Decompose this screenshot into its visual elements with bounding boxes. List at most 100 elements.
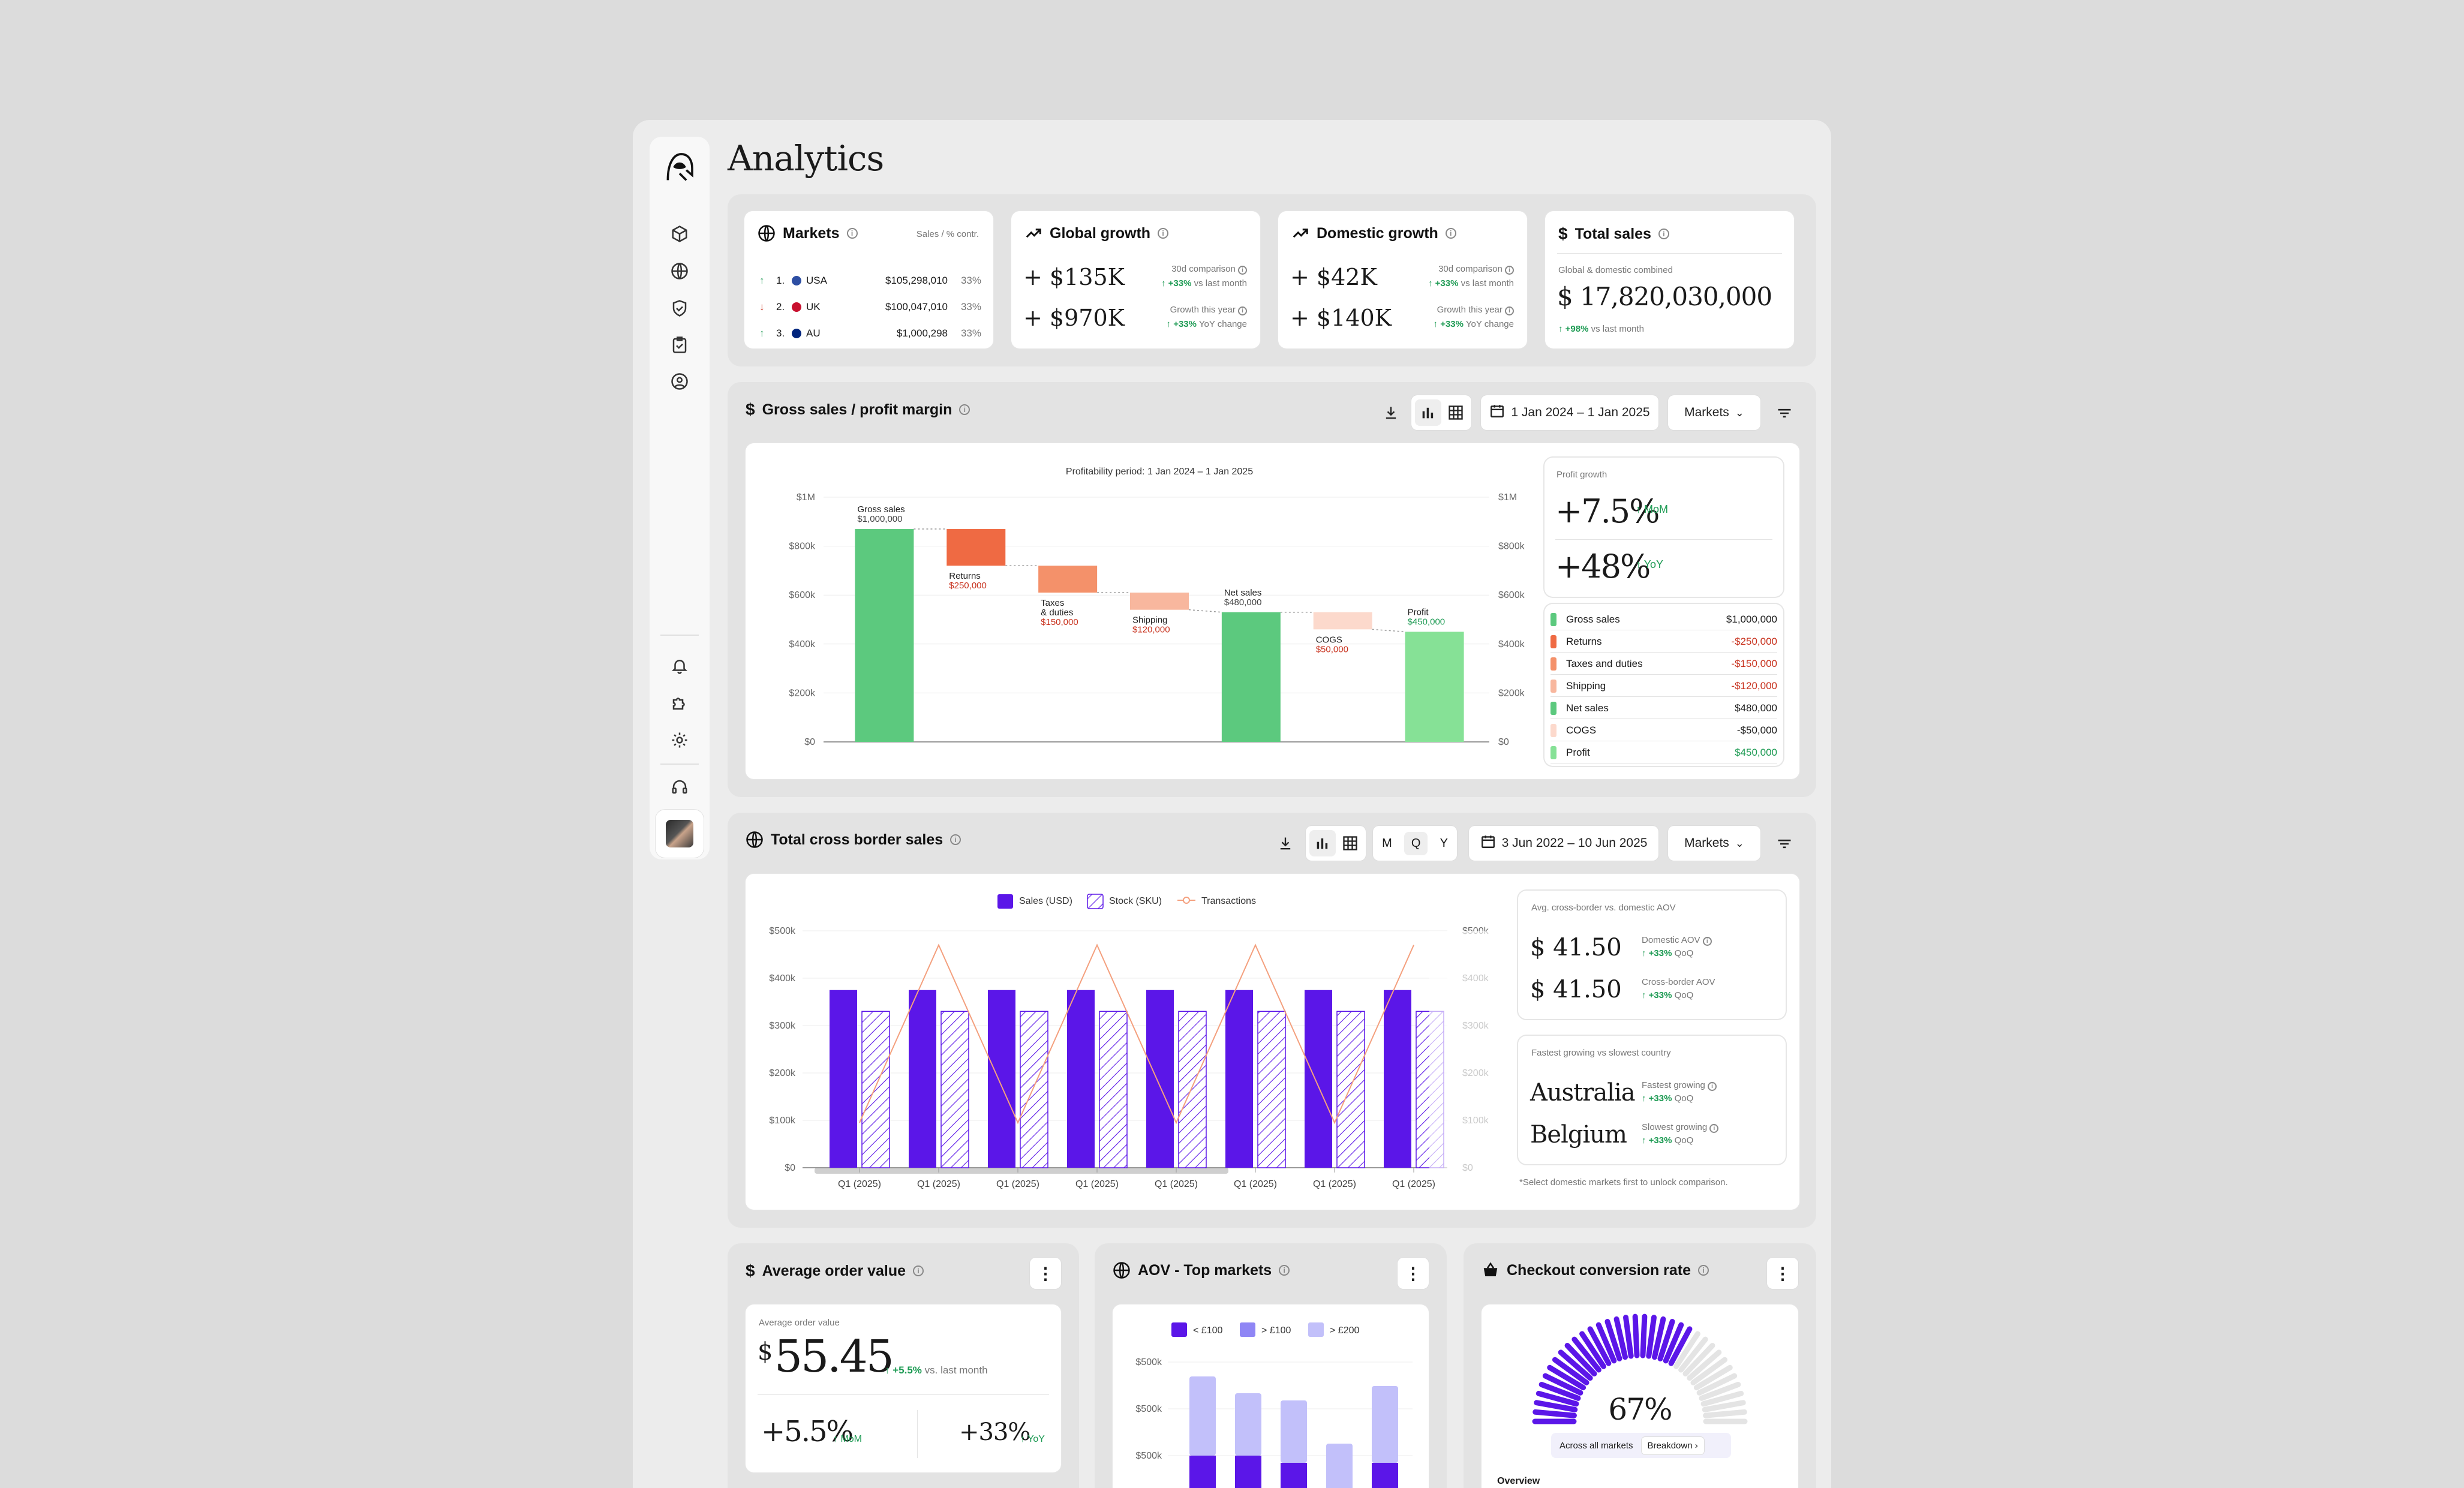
- profit-growth-yoy: +48%: [1555, 548, 1651, 585]
- arrow-down-icon: ↓: [759, 301, 765, 312]
- info-icon[interactable]: i: [959, 404, 970, 415]
- download-icon[interactable]: [1378, 400, 1404, 426]
- bell-icon[interactable]: [666, 653, 693, 679]
- markets-header-right: Sales / % contr.: [916, 229, 979, 239]
- date-range-button[interactable]: 3 Jun 2022 – 10 Jun 2025: [1469, 826, 1658, 861]
- download-icon[interactable]: [1272, 831, 1299, 857]
- date-range-button[interactable]: 1 Jan 2024 – 1 Jan 2025: [1481, 395, 1658, 430]
- profit-growth-mom: +7.5%: [1555, 492, 1660, 530]
- table-icon[interactable]: [1337, 830, 1363, 856]
- gauge-tick: [1587, 1326, 1612, 1366]
- markets-dropdown[interactable]: Markets ⌄: [1668, 826, 1760, 861]
- step-label: Returns: [949, 571, 981, 581]
- checkout-panel: Checkout conversion rate i ⋮ 67% Across …: [1464, 1243, 1816, 1488]
- aov-bar-high: [1235, 1393, 1261, 1456]
- puzzle-icon[interactable]: [666, 690, 693, 716]
- more-options-icon[interactable]: ⋮: [1030, 1258, 1061, 1289]
- global-growth-value-2: + $970K: [1023, 305, 1125, 331]
- market-row[interactable]: ↑ 1. USA $105,298,010 33%: [759, 269, 981, 293]
- flag-icon: [792, 302, 801, 312]
- date-range-text: 3 Jun 2022 – 10 Jun 2025: [1501, 836, 1648, 850]
- gauge-tick: [1682, 1343, 1715, 1376]
- market-rank: 1.: [776, 275, 785, 286]
- step-amount: $450,000: [1408, 617, 1446, 627]
- legend-row: Shipping -$120,000: [1550, 675, 1777, 697]
- info-icon[interactable]: i: [846, 228, 858, 239]
- gauge-tick: [1699, 1382, 1741, 1401]
- y-tick-label: $400k: [789, 639, 816, 650]
- aov-bar-low: [1281, 1463, 1307, 1488]
- legend-name: Net sales: [1566, 702, 1609, 714]
- crossborder-aov-value: $ 41.50: [1530, 976, 1622, 1003]
- clipboard-icon[interactable]: [666, 332, 693, 358]
- period-m[interactable]: M: [1382, 836, 1392, 850]
- legend-name: Returns: [1566, 635, 1602, 647]
- y-tick-label: $600k: [789, 590, 816, 600]
- info-icon[interactable]: i: [1698, 1265, 1709, 1276]
- aov-bar-high: [1189, 1376, 1216, 1456]
- period-y[interactable]: Y: [1440, 836, 1448, 850]
- x-tick-label: Q1 (2025): [1155, 1179, 1198, 1189]
- domestic-aov-value: $ 41.50: [1530, 934, 1622, 961]
- gauge-tick: [1539, 1382, 1581, 1401]
- info-icon[interactable]: i: [913, 1265, 924, 1276]
- gauge-tick: [1571, 1336, 1601, 1373]
- global-growth-title: Global growth i: [1024, 224, 1169, 242]
- gauge-tick: [1696, 1373, 1738, 1396]
- waterfall-bar: [946, 529, 1006, 566]
- market-row[interactable]: ↓ 2. UK $100,047,010 33%: [759, 295, 981, 319]
- filter-icon[interactable]: [1771, 831, 1798, 857]
- legend-row: Returns -$250,000: [1550, 631, 1777, 653]
- market-rank: 3.: [776, 327, 785, 339]
- dollar-icon: $: [746, 1261, 755, 1280]
- bar-chart-icon[interactable]: [1309, 830, 1336, 856]
- y-tick-label: $500k: [769, 926, 796, 936]
- y-tick-label: $500k: [1135, 1357, 1162, 1367]
- more-options-icon[interactable]: ⋮: [1398, 1258, 1429, 1289]
- legend-name: COGS: [1566, 724, 1597, 736]
- across-markets-option[interactable]: Across all markets: [1559, 1440, 1633, 1451]
- profit-growth-card: Profit growth +7.5% ↑ MoM +48% ↑ YoY: [1544, 458, 1783, 597]
- info-icon[interactable]: i: [1445, 228, 1456, 239]
- waterfall-bar: [855, 529, 914, 742]
- markets-dropdown[interactable]: Markets ⌄: [1668, 395, 1760, 430]
- info-icon[interactable]: i: [1158, 228, 1169, 239]
- shield-icon[interactable]: [666, 295, 693, 321]
- info-icon[interactable]: i: [950, 834, 961, 845]
- market-value: $105,298,010: [885, 275, 948, 286]
- info-icon[interactable]: i: [1658, 229, 1669, 239]
- user-circle-icon[interactable]: [666, 368, 693, 395]
- period-q[interactable]: Q: [1404, 831, 1428, 855]
- box-icon[interactable]: [666, 221, 693, 247]
- cross-border-footnote: *Select domestic markets first to unlock…: [1519, 1177, 1728, 1188]
- step-amount: $480,000: [1224, 597, 1262, 608]
- y-tick-label: $300k: [769, 1021, 796, 1031]
- table-icon[interactable]: [1443, 399, 1469, 426]
- domestic-growth-title-text: Domestic growth: [1317, 224, 1438, 242]
- gauge-tick: [1690, 1357, 1728, 1385]
- info-icon[interactable]: i: [1279, 1265, 1290, 1276]
- aov-top-card: < £100 > £100 > £200 $500k $500k $500k: [1113, 1304, 1429, 1488]
- global-growth-card: Global growth i + $135K 30d comparison i…: [1011, 211, 1260, 348]
- filter-icon[interactable]: [1771, 400, 1798, 426]
- domestic-growth-label-2: Growth this year i: [1437, 305, 1514, 315]
- view-toggle: [1306, 826, 1366, 861]
- avg-order-card: Average order value $ 55.45 ↑ +5.5% vs. …: [746, 1304, 1061, 1472]
- avatar[interactable]: [656, 810, 704, 858]
- avg-order-value: 55.45: [774, 1331, 894, 1382]
- y-tick-label-right: $800k: [1498, 542, 1525, 552]
- globe-icon: [746, 831, 763, 848]
- market-row[interactable]: ↑ 3. AU $1,000,298 33%: [759, 321, 981, 345]
- breakdown-button[interactable]: Breakdown ›: [1641, 1436, 1704, 1454]
- y-tick-label: $500k: [1135, 1404, 1162, 1414]
- logo-icon[interactable]: [662, 149, 698, 185]
- globe-icon[interactable]: [666, 258, 693, 284]
- y-tick-label-right: $200k: [1498, 688, 1525, 698]
- more-options-icon[interactable]: ⋮: [1767, 1258, 1798, 1289]
- gear-icon[interactable]: [666, 727, 693, 753]
- bar-chart-icon[interactable]: [1415, 399, 1441, 426]
- legend-swatch: [997, 894, 1013, 909]
- transactions-line: [859, 943, 1414, 1125]
- avg-order-currency: $: [758, 1338, 773, 1366]
- headset-icon[interactable]: [666, 774, 693, 800]
